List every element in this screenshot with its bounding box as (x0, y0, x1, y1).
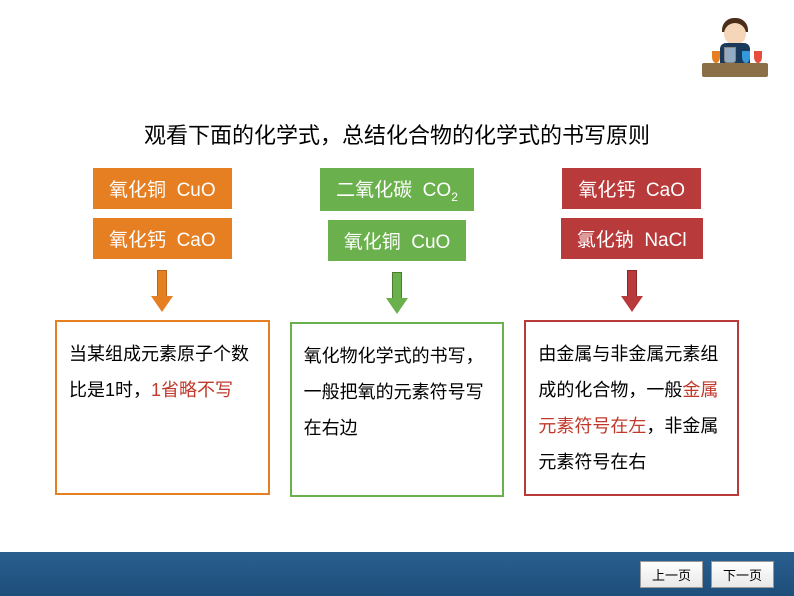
formula-chip: 氧化钙 CaO (562, 168, 701, 209)
formula-chip: 氯化钠 NaCl (561, 218, 703, 259)
formula-chip: 二氧化碳 CO2 (320, 168, 474, 211)
page-title: 观看下面的化学式，总结化合物的化学式的书写原则 (0, 0, 794, 168)
column-0: 氧化铜 CuO 氧化钙 CaO 当某组成元素原子个数比是1时，1省略不写 (55, 168, 270, 497)
arrow-down-icon (623, 270, 641, 312)
column-2: 氧化钙 CaO 氯化钠 NaCl 由金属与非金属元素组成的化合物，一般金属元素符号在… (524, 168, 739, 497)
next-button[interactable]: 下一页 (711, 561, 774, 588)
arrow-down-icon (388, 272, 406, 314)
column-1: 二氧化碳 CO2 氧化铜 CuO 氧化物化学式的书写，一般把氧的元素符号写在右边 (290, 168, 505, 497)
arrow-down-icon (153, 270, 171, 312)
formula-chip: 氧化钙 CaO (93, 218, 232, 259)
columns-container: 氧化铜 CuO氧化钙 CaO当某组成元素原子个数比是1时，1省略不写二氧化碳 C… (0, 168, 794, 497)
bottom-nav-bar: 上一页 下一页 (0, 552, 794, 596)
formula-chip: 氧化铜 CuO (328, 220, 467, 261)
description-box: 当某组成元素原子个数比是1时，1省略不写 (55, 320, 270, 495)
description-box: 由金属与非金属元素组成的化合物，一般金属元素符号在左，非金属元素符号在右 (524, 320, 739, 496)
description-box: 氧化物化学式的书写，一般把氧的元素符号写在右边 (290, 322, 505, 497)
scientist-decoration (694, 15, 774, 95)
formula-chip: 氧化铜 CuO (93, 168, 232, 209)
prev-button[interactable]: 上一页 (640, 561, 703, 588)
